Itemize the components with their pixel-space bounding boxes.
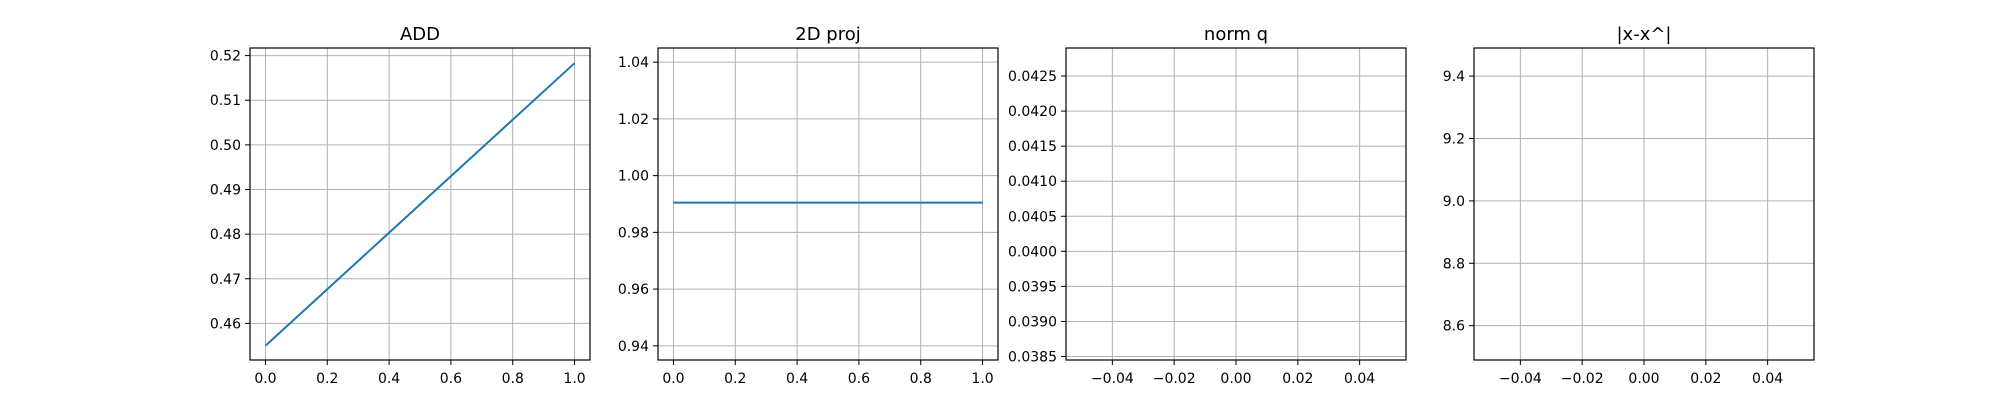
subplot-2d-proj-y-tick-label: 0.98 bbox=[618, 225, 649, 241]
subplot-2d-proj-x-tick-label: 0.0 bbox=[662, 371, 684, 387]
subplot-norm-q-ticks: −0.04 −0.02 0.00 0.02 0.04 0.0385 0.0390 0.0395… bbox=[1008, 69, 1375, 387]
subplot-2d-proj-y-tick-label: 1.02 bbox=[618, 112, 649, 128]
subplot-2d-proj-y-tick-label: 0.96 bbox=[618, 282, 649, 298]
subplot-2d-proj: 0.0 0.2 0.4 0.6 0.8 1.0 0.94 0.96 0.98 1.00 1.02 1.… bbox=[618, 24, 999, 387]
subplot-x-error-title: |x-x^| bbox=[1616, 24, 1671, 45]
subplot-norm-q-y-tick-label: 0.0410 bbox=[1008, 174, 1057, 190]
subplot-add-y-tick-label: 0.52 bbox=[210, 49, 241, 65]
subplot-add-x-tick-label: 0.0 bbox=[254, 371, 276, 387]
subplot-norm-q-y-tick-label: 0.0425 bbox=[1008, 69, 1057, 85]
subplot-norm-q-y-tick-label: 0.0400 bbox=[1008, 244, 1057, 260]
subplot-norm-q-y-tick-label: 0.0385 bbox=[1008, 349, 1057, 365]
subplot-x-error: −0.04 −0.02 0.00 0.02 0.04 8.6 8.8 9.0 9.2 9.4 |x… bbox=[1443, 24, 1815, 387]
subplot-x-error-x-tick-label: 0.00 bbox=[1628, 371, 1659, 387]
subplot-x-error-ticks: −0.04 −0.02 0.00 0.02 0.04 8.6 8.8 9.0 9.2 9.4 bbox=[1443, 69, 1784, 387]
subplot-add: 0.0 0.2 0.4 0.6 0.8 1.0 0.46 0.47 0.48 0.49 0.50 0.… bbox=[210, 24, 591, 387]
subplot-add-y-tick-label: 0.48 bbox=[210, 227, 241, 243]
subplot-add-y-tick-label: 0.49 bbox=[210, 182, 241, 198]
subplot-add-y-tick-label: 0.51 bbox=[210, 93, 241, 109]
subplot-add-frame bbox=[249, 47, 591, 361]
subplot-norm-q-x-tick-label: 0.00 bbox=[1220, 371, 1251, 387]
subplot-norm-q-y-tick-label: 0.0390 bbox=[1008, 314, 1057, 330]
subplot-add-grid bbox=[250, 48, 590, 360]
subplot-x-error-y-tick-label: 9.0 bbox=[1443, 194, 1465, 210]
subplot-x-error-x-tick-label: 0.02 bbox=[1690, 371, 1721, 387]
subplot-norm-q-y-tick-label: 0.0405 bbox=[1008, 209, 1057, 225]
subplot-2d-proj-y-tick-label: 1.00 bbox=[618, 169, 649, 185]
subplot-add-x-tick-label: 0.8 bbox=[502, 371, 524, 387]
subplot-add-series-line bbox=[264, 62, 576, 347]
subplot-x-error-x-tick-label: −0.02 bbox=[1561, 371, 1604, 387]
subplot-add-x-tick-label: 1.0 bbox=[563, 371, 585, 387]
subplot-add-title: ADD bbox=[400, 24, 440, 45]
subplot-2d-proj-grid bbox=[658, 48, 998, 360]
subplot-2d-proj-x-tick-label: 0.6 bbox=[848, 371, 870, 387]
subplot-2d-proj-title: 2D proj bbox=[795, 24, 860, 45]
subplot-add-x-tick-label: 0.4 bbox=[378, 371, 400, 387]
subplot-2d-proj-frame bbox=[657, 47, 999, 361]
subplot-add-y-tick-label: 0.46 bbox=[210, 316, 241, 332]
subplot-norm-q: −0.04 −0.02 0.00 0.02 0.04 0.0385 0.0390 0.0395… bbox=[1008, 24, 1407, 387]
subplot-norm-q-y-tick-label: 0.0415 bbox=[1008, 139, 1057, 155]
subplot-norm-q-x-tick-label: 0.02 bbox=[1282, 371, 1313, 387]
subplot-add-x-tick-label: 0.2 bbox=[316, 371, 338, 387]
subplot-add-ticks: 0.0 0.2 0.4 0.6 0.8 1.0 0.46 0.47 0.48 0.49 0.50 0.… bbox=[210, 49, 586, 387]
subplot-norm-q-title: norm q bbox=[1204, 24, 1268, 45]
subplot-norm-q-y-tick-label: 0.0420 bbox=[1008, 104, 1057, 120]
subplot-norm-q-x-tick-label: −0.04 bbox=[1091, 371, 1134, 387]
subplot-x-error-y-tick-label: 8.8 bbox=[1443, 256, 1465, 272]
subplot-2d-proj-y-tick-label: 1.04 bbox=[618, 55, 649, 71]
subplot-norm-q-y-tick-label: 0.0395 bbox=[1008, 279, 1057, 295]
subplot-add-series bbox=[264, 62, 576, 347]
subplot-norm-q-x-tick-label: 0.04 bbox=[1344, 371, 1375, 387]
subplot-2d-proj-x-tick-label: 0.8 bbox=[910, 371, 932, 387]
subplot-2d-proj-ticks: 0.0 0.2 0.4 0.6 0.8 1.0 0.94 0.96 0.98 1.00 1.02 1.… bbox=[618, 55, 994, 387]
subplot-x-error-x-tick-label: 0.04 bbox=[1752, 371, 1783, 387]
subplot-x-error-y-tick-label: 8.6 bbox=[1443, 319, 1465, 335]
subplot-x-error-grid bbox=[1474, 48, 1814, 360]
subplot-x-error-y-tick-label: 9.4 bbox=[1443, 69, 1465, 85]
subplot-add-y-tick-label: 0.47 bbox=[210, 272, 241, 288]
subplot-x-error-x-tick-label: −0.04 bbox=[1499, 371, 1542, 387]
subplot-norm-q-x-tick-label: −0.02 bbox=[1153, 371, 1196, 387]
subplot-add-y-tick-label: 0.50 bbox=[210, 138, 241, 154]
subplot-norm-q-frame bbox=[1065, 47, 1407, 361]
subplot-x-error-y-tick-label: 9.2 bbox=[1443, 131, 1465, 147]
subplot-2d-proj-x-tick-label: 0.2 bbox=[724, 371, 746, 387]
subplot-2d-proj-x-tick-label: 0.4 bbox=[786, 371, 808, 387]
subplot-x-error-frame bbox=[1473, 47, 1815, 361]
subplot-2d-proj-x-tick-label: 1.0 bbox=[971, 371, 993, 387]
subplot-norm-q-grid bbox=[1066, 48, 1406, 360]
subplot-2d-proj-y-tick-label: 0.94 bbox=[618, 339, 649, 355]
subplot-add-x-tick-label: 0.6 bbox=[440, 371, 462, 387]
